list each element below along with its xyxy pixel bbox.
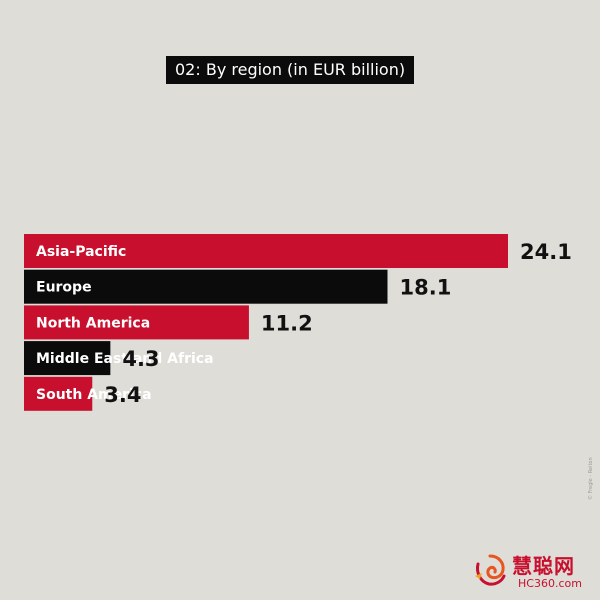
value-label-2: 11.2 [261, 311, 313, 335]
bar-3 [24, 341, 111, 376]
watermark-brand: 慧聪网 [512, 554, 575, 578]
chart-title: 02: By region (in EUR billion) [166, 56, 415, 84]
bar-1 [24, 269, 388, 304]
value-label-3: 4.3 [122, 347, 159, 371]
value-label-0: 24.1 [520, 240, 572, 264]
category-label-2: North America [36, 315, 150, 331]
site-watermark: 慧聪网 HC360.com [472, 548, 596, 596]
watermark-url: HC360.com [518, 577, 582, 590]
photo-credit: © Fregle - Reiton [588, 457, 594, 500]
bar-0 [24, 234, 508, 268]
bar-4 [24, 376, 93, 411]
category-label-4: South America [36, 387, 152, 403]
bar-2 [24, 305, 249, 340]
value-label-4: 3.4 [104, 383, 141, 407]
category-label-0: Asia-Pacific [36, 244, 126, 260]
swirl-logo-icon [475, 554, 506, 586]
value-label-1: 18.1 [400, 276, 452, 300]
category-label-1: Europe [36, 280, 92, 296]
category-label-3: Middle East and Africa [36, 351, 214, 367]
